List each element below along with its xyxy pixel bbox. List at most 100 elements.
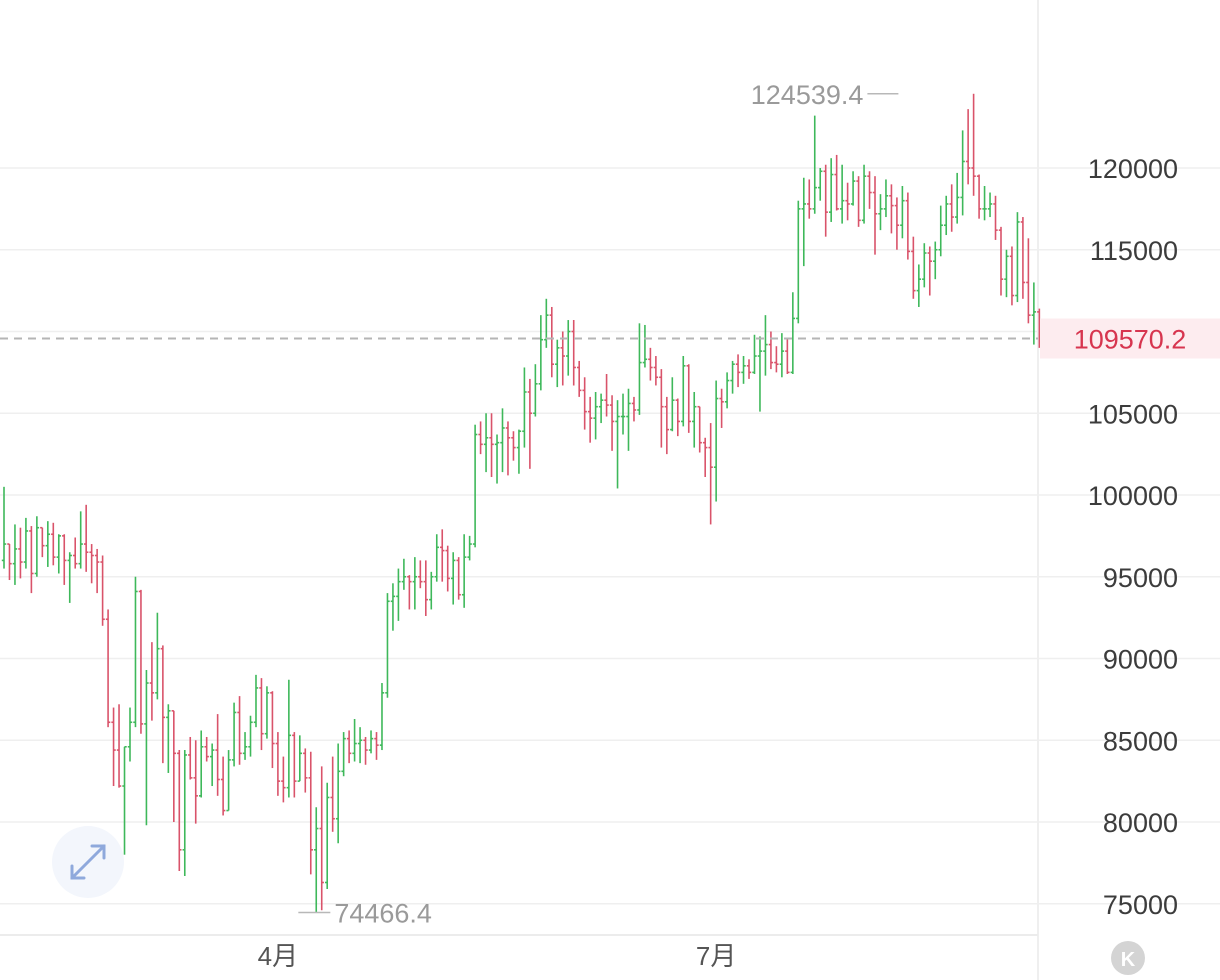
ohlc-bar	[555, 339, 560, 388]
ohlc-bar	[861, 164, 867, 224]
ohlc-bar	[905, 192, 911, 260]
ohlc-bar	[637, 323, 642, 415]
ohlc-bar	[812, 115, 817, 214]
ohlc-bar	[226, 750, 231, 812]
y-tick-label: 105000	[1088, 399, 1178, 429]
ohlc-bar	[489, 413, 494, 478]
current-price-badge	[1040, 318, 1220, 359]
ohlc-bar	[582, 377, 587, 430]
ohlc-bar	[856, 176, 861, 227]
ohlc-bar	[166, 704, 171, 773]
ohlc-bar	[1026, 238, 1031, 324]
ohlc-bar	[116, 704, 122, 788]
ohlc-bar	[560, 331, 565, 386]
ohlc-bar	[182, 750, 187, 876]
ohlc-bar	[681, 356, 686, 427]
ohlc-bar	[544, 298, 549, 348]
y-tick-label: 75000	[1103, 890, 1178, 920]
ohlc-bar	[390, 583, 396, 631]
ohlc-bar	[467, 535, 472, 561]
ohlc-bar	[511, 431, 516, 461]
ohlc-bar	[527, 378, 533, 469]
expand-button[interactable]	[52, 826, 124, 898]
ohlc-bar	[478, 421, 483, 455]
ohlc-bar	[319, 766, 324, 911]
ohlc-bar	[648, 347, 653, 381]
y-tick-label: 120000	[1088, 154, 1178, 184]
ohlc-bar	[916, 264, 922, 307]
ohlc-bar	[56, 534, 61, 574]
ohlc-bar	[171, 710, 177, 822]
y-tick-label: 100000	[1088, 481, 1178, 511]
ohlc-bar	[494, 434, 500, 484]
ohlc-bar	[138, 589, 144, 734]
ohlc-bar	[878, 194, 883, 231]
ohlc-bar	[215, 714, 220, 796]
ohlc-bar	[1020, 217, 1026, 299]
k-badge-icon: K	[1121, 949, 1136, 971]
ohlc-bar	[67, 552, 72, 603]
ohlc-bar	[418, 560, 423, 589]
ohlc-bar	[998, 226, 1004, 296]
ohlc-bar	[828, 158, 834, 222]
ohlc-bar	[177, 750, 182, 872]
ohlc-bar	[796, 200, 801, 324]
ohlc-bar	[987, 192, 993, 218]
ohlc-bar	[785, 338, 790, 375]
ohlc-bar	[209, 743, 215, 787]
current-price-label: 109570.2	[1074, 325, 1187, 355]
ohlc-bar	[270, 691, 275, 769]
ohlc-bar	[549, 306, 554, 378]
ohlc-bar	[845, 182, 850, 221]
ohlc-bar	[960, 130, 965, 216]
ohlc-bar	[314, 807, 319, 913]
ohlc-bar	[89, 544, 94, 584]
ohlc-bar	[45, 521, 51, 567]
ohlc-bar	[659, 369, 664, 448]
ohlc-bar	[883, 179, 889, 218]
ohlc-bar	[993, 195, 998, 240]
ohlc-bar	[724, 372, 730, 409]
ohlc-bar	[516, 429, 522, 474]
ohlc-bar	[18, 527, 23, 579]
y-tick-label: 85000	[1103, 726, 1178, 756]
ohlc-bar	[768, 331, 774, 370]
ohlc-bar	[675, 398, 680, 437]
ohlc-bar	[193, 740, 198, 824]
ohlc-bar	[286, 679, 292, 798]
ohlc-bar	[752, 334, 757, 375]
ohlc-bar	[220, 756, 226, 816]
ohlc-bar	[670, 377, 675, 432]
ohlc-bar	[368, 730, 374, 754]
ohlc-bar	[839, 164, 845, 224]
y-tick-label: 95000	[1103, 563, 1178, 593]
ohlc-bar	[889, 184, 894, 234]
ohlc-bar	[801, 177, 806, 267]
ohlc-bar	[264, 686, 270, 739]
ohlc-bar	[330, 756, 335, 832]
ohlc-bar	[954, 172, 960, 224]
ohlc-bar	[363, 736, 368, 765]
ohlc-bar	[423, 560, 429, 616]
ohlc-bar	[412, 557, 418, 610]
ohlc-bar	[100, 555, 105, 626]
ohlc-bar	[850, 171, 856, 206]
ohlc-bar	[357, 727, 363, 764]
ohlc-bar	[894, 197, 900, 250]
ohlc-bar	[713, 380, 719, 502]
ohlc-bar	[790, 292, 796, 375]
ohlc-bar	[62, 534, 67, 585]
ohlc-bar	[587, 396, 593, 443]
ohlc-bar	[604, 374, 609, 417]
ohlc-bar	[949, 184, 954, 232]
ohlc-bar	[741, 356, 746, 384]
kline-badge-button[interactable]: K	[1111, 941, 1145, 975]
ohlc-bar	[401, 558, 407, 590]
ohlc-bar	[105, 609, 111, 728]
ohlc-bar	[122, 745, 127, 855]
ohlc-bar	[231, 702, 237, 767]
ohlc-bar	[598, 393, 604, 424]
ohlc-bar	[500, 408, 505, 473]
ohlc-bar	[911, 236, 916, 299]
